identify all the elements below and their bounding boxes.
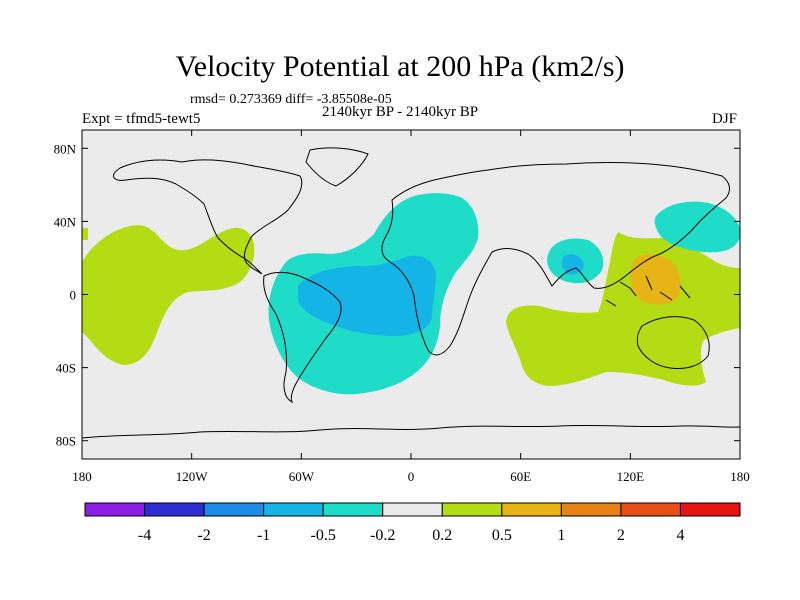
coastline-maritime-islands [605,275,691,307]
lat-tick-label: 80N [54,141,77,156]
lon-tick-label: 0 [408,469,415,484]
colorbar: -4 -2 -1 -0.5 -0.2 0.2 0.5 1 2 4 [84,502,741,544]
coastlines [82,147,740,439]
colorbar-label: -2 [197,527,210,544]
lon-tick-label: 60W [289,469,315,484]
coastline-australia [636,316,710,369]
lon-tick-label: 120W [176,469,209,484]
colorbar-label: 0.5 [492,527,512,544]
colorbar-label: 2 [617,527,625,544]
colorbar-swatch [620,502,681,517]
colorbar-swatch [84,502,146,517]
lon-tick-label: 60E [510,469,531,484]
colorbar-label: 0.2 [432,527,452,544]
lat-tick-label: 40S [56,361,76,376]
colorbar-label: -1 [257,527,270,544]
colorbar-label: -0.2 [370,527,395,544]
lat-tick-label: 40N [54,214,77,229]
colorbar-swatch [322,502,384,517]
colorbar-label: -4 [138,527,151,544]
contour-negative-core [298,255,436,336]
lon-tick-label: 180 [72,469,92,484]
coastline-antarctica [82,424,740,439]
colorbar-swatch [144,502,205,517]
colorbar-label: 4 [676,527,684,544]
colorbar-swatch [203,502,265,517]
stats-text: rmsd= 0.273369 diff= -3.85508e-05 [190,92,392,107]
colorbar-swatch [501,502,562,517]
coastline-south-america [263,271,342,404]
season-label: DJF [712,111,738,127]
contour-positive-central-pacific [82,225,255,365]
colorbar-swatch [441,502,503,517]
experiment-label: Expt = tfmd5-tewt5 [82,111,201,127]
contour-fill-layer [82,193,740,395]
coastline-greenland [305,147,369,187]
contour-positive-maximum [630,254,681,305]
lat-tick-label: 0 [70,288,77,303]
map-axis-ticks: 180 120W 60W 0 60E 120E 180 80N 40N 0 40S 80S [54,130,750,484]
contour-negative-north-pacific [654,201,740,253]
period-label: 2140kyr BP - 2140kyr BP [322,104,479,120]
coastline-africa-eurasia [381,162,730,356]
lat-tick-label: 80S [56,434,76,449]
coastline-north-america [112,159,303,275]
colorbar-swatch [382,502,443,517]
lon-tick-label: 180 [730,469,750,484]
colorbar-swatch [263,502,324,517]
contour-positive-small [82,228,88,240]
map-title: Velocity Potential at 200 hPa (km2/s) [175,50,625,83]
colorbar-label: 1 [557,527,565,544]
colorbar-swatch [560,502,622,517]
colorbar-swatch [679,502,741,517]
contour-positive-west-pacific [506,232,740,386]
colorbar-label: -0.5 [311,527,336,544]
lon-tick-label: 120E [617,469,645,484]
